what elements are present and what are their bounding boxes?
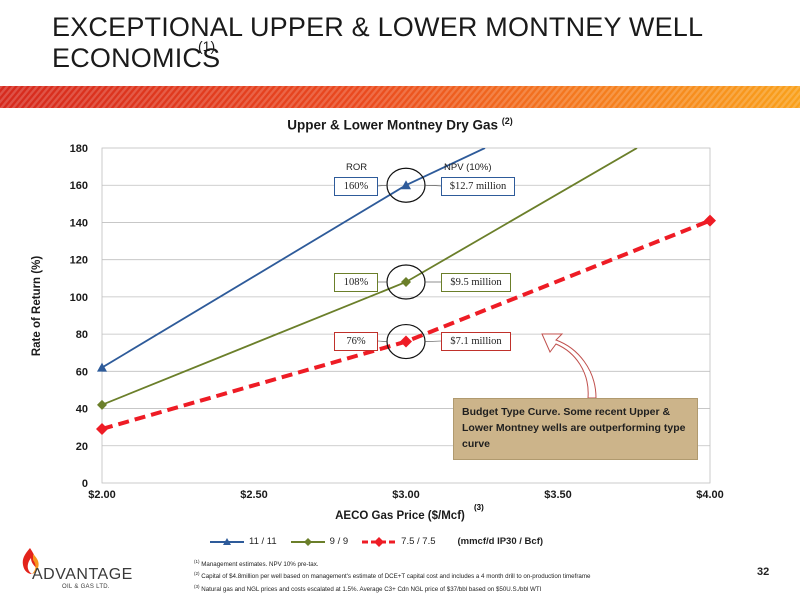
plot-area-frame xyxy=(101,147,711,484)
data-point-triangle xyxy=(97,362,107,372)
legend-item-9-9: 9 / 9 xyxy=(290,536,349,547)
footnote-1-text: Management estimates. NPV 10% pre-tax. xyxy=(201,561,319,569)
footnote-2-text: Capital of $4.8million per well based on… xyxy=(201,573,591,581)
footnote-1: (1) Management estimates. NPV 10% pre-ta… xyxy=(194,557,590,569)
footnote-2: (2) Capital of $4.8million per well base… xyxy=(194,569,590,581)
legend-label-11-11: 11 / 11 xyxy=(249,536,277,547)
y-tick-label: 20 xyxy=(76,441,88,453)
chart-legend: 11 / 11 9 / 9 7.5 / 7.5 (mmcf/d IP30 / B… xyxy=(210,536,543,547)
legend-label-9-9: 9 / 9 xyxy=(329,536,349,547)
y-tick-label: 40 xyxy=(76,404,88,416)
budget-arrow-icon xyxy=(541,333,597,399)
footnote-3: (3) Natural gas and NGL prices and costs… xyxy=(194,582,590,594)
legend-item-11-11: 11 / 11 xyxy=(210,536,277,547)
slide-title-line1: EXCEPTIONAL UPPER & LOWER MONTNEY WELL xyxy=(52,12,704,42)
y-tick-label: 160 xyxy=(70,180,88,192)
ror-header: ROR xyxy=(346,162,368,173)
x-tick-label: $3.00 xyxy=(392,489,420,501)
y-tick-label: 60 xyxy=(76,366,88,378)
npv-header: NPV (10%) xyxy=(444,162,492,173)
legend-units-note: (mmcf/d IP30 / Bcf) xyxy=(457,536,544,547)
y-tick-label: 180 xyxy=(70,143,88,155)
callout-connector xyxy=(377,184,388,187)
legend-label-7-5: 7.5 / 7.5 xyxy=(401,536,436,547)
footnote-3-text: Natural gas and NGL prices and costs esc… xyxy=(201,585,542,593)
series-layer xyxy=(102,148,710,431)
npv-callout-1: $12.7 million xyxy=(441,177,515,196)
footnote-2-mark: (2) xyxy=(194,571,200,577)
y-tick-label: 140 xyxy=(70,217,88,229)
slide-title: EXCEPTIONAL UPPER & LOWER MONTNEY WELL E… xyxy=(52,12,703,74)
logo-wordmark: ADVANTAGE xyxy=(32,566,133,583)
flame-logo-icon xyxy=(22,548,39,574)
marker-layer xyxy=(96,180,716,436)
x-tick-label: $4.00 xyxy=(696,489,724,501)
page-number: 32 xyxy=(757,566,770,578)
slide-title-line2: ECONOMICS xyxy=(52,43,221,73)
footnotes: (1) Management estimates. NPV 10% pre-ta… xyxy=(194,557,590,594)
callout-connector xyxy=(377,340,388,342)
chart-title-text: Upper & Lower Montney Dry Gas xyxy=(287,117,499,133)
footnote-1-mark: (1) xyxy=(194,559,200,564)
x-axis-title-footnote: (3) xyxy=(474,503,484,512)
data-point-diamond xyxy=(97,399,107,410)
chart-title: Upper & Lower Montney Dry Gas (2) xyxy=(0,116,800,133)
npv-callout-2: $9.5 million xyxy=(441,273,511,292)
y-tick-label: 0 xyxy=(82,478,88,490)
legend-item-7-5: 7.5 / 7.5 xyxy=(362,536,436,547)
y-tick-label: 120 xyxy=(70,255,88,267)
data-point-diamond xyxy=(704,214,716,227)
x-tick-label: $2.00 xyxy=(88,489,116,501)
y-tick-label: 100 xyxy=(70,292,88,304)
title-footnote-mark: (1) xyxy=(198,38,216,54)
npv-callout-3: $7.1 million xyxy=(441,332,511,351)
data-point-triangle xyxy=(401,180,411,190)
data-point-diamond xyxy=(400,335,412,348)
callout-connector xyxy=(424,184,442,187)
highlight-layer xyxy=(377,167,597,399)
footnote-3-mark: (3) xyxy=(194,583,200,589)
axis-layer: 0 20 40 60 80 100 120 140 160 180 $2.00 $2.50 $3.00 $… xyxy=(70,143,724,501)
x-tick-label: $2.50 xyxy=(240,489,268,501)
ror-callout-1: 160% xyxy=(334,177,378,196)
callout-connector xyxy=(424,340,442,342)
data-point-diamond xyxy=(401,277,411,287)
legend-swatch-green xyxy=(290,537,325,546)
decorative-stripe xyxy=(0,86,800,108)
chart-title-footnote: (2) xyxy=(501,116,513,126)
series-line-0 xyxy=(102,148,486,369)
legend-swatch-blue xyxy=(210,537,244,545)
budget-type-curve-note: Budget Type Curve. Some recent Upper & L… xyxy=(453,398,698,460)
ror-callout-3: 76% xyxy=(334,332,378,351)
legend-swatch-red xyxy=(362,536,397,547)
ror-callout-2: 108% xyxy=(334,273,378,292)
x-axis-title: AECO Gas Price ($/Mcf) xyxy=(335,510,465,522)
company-logo: ADVANTAGE OIL & GAS LTD. xyxy=(14,546,144,596)
y-axis-title: Rate of Return (%) xyxy=(31,255,43,357)
logo-subtitle: OIL & GAS LTD. xyxy=(62,584,110,590)
x-tick-label: $3.50 xyxy=(544,489,572,501)
data-point-diamond xyxy=(96,423,108,436)
y-tick-label: 80 xyxy=(76,329,88,341)
